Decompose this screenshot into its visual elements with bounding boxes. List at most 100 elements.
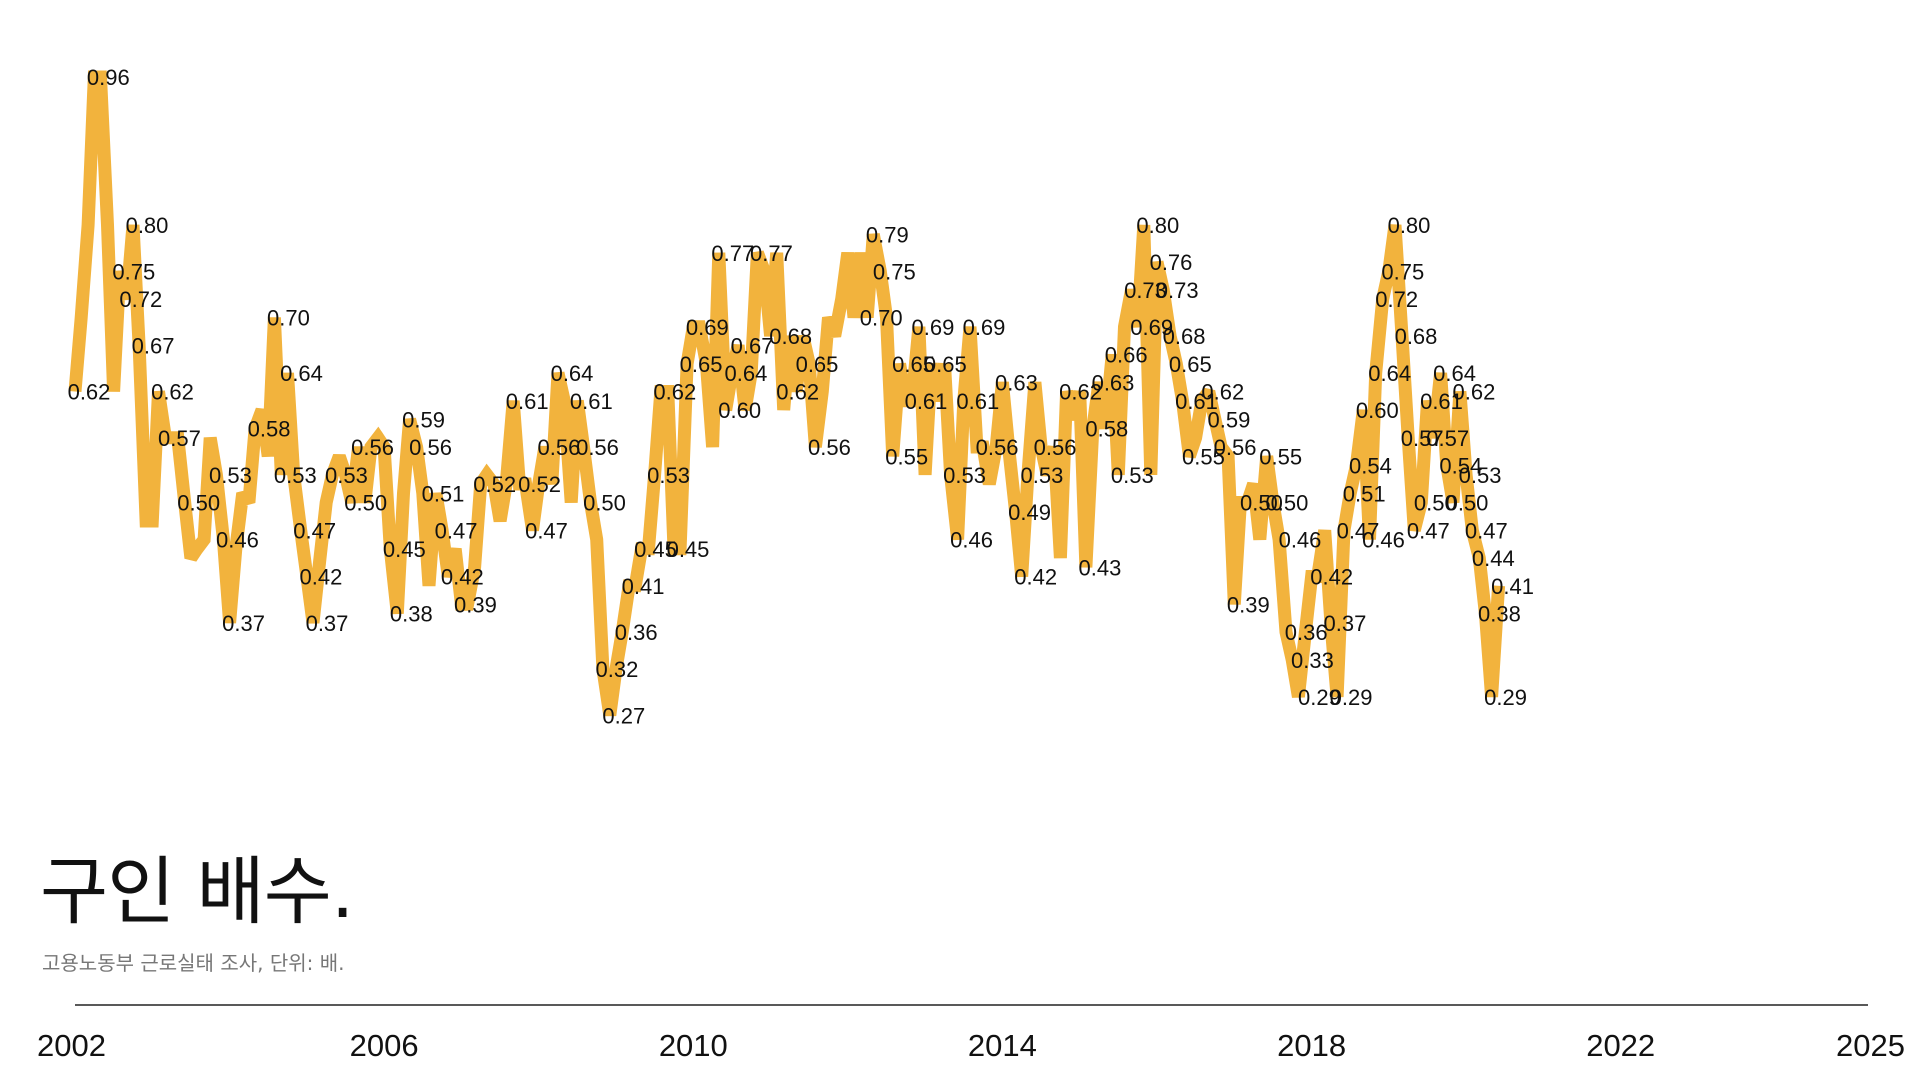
data-label: 0.67 <box>132 333 175 358</box>
data-label: 0.42 <box>1014 565 1057 590</box>
data-label: 0.62 <box>653 380 696 405</box>
data-label: 0.56 <box>351 435 394 460</box>
data-label: 0.58 <box>1085 417 1128 442</box>
data-label: 0.36 <box>1285 620 1328 645</box>
data-label: 0.42 <box>299 565 342 590</box>
data-label: 0.68 <box>1395 324 1438 349</box>
data-label: 0.67 <box>731 333 774 358</box>
x-tick-label: 2010 <box>659 1028 728 1063</box>
data-label: 0.47 <box>435 518 478 543</box>
data-label: 0.62 <box>776 380 819 405</box>
data-label: 0.43 <box>1078 555 1121 580</box>
data-label: 0.38 <box>390 602 433 627</box>
data-label: 0.27 <box>602 703 645 728</box>
data-label: 0.39 <box>454 592 497 617</box>
data-label: 0.47 <box>1337 518 1380 543</box>
data-label: 0.54 <box>1439 454 1482 479</box>
data-label: 0.53 <box>647 463 690 488</box>
data-label: 0.50 <box>1265 491 1308 516</box>
data-label: 0.69 <box>963 315 1006 340</box>
data-label: 0.53 <box>943 463 986 488</box>
data-label: 0.47 <box>293 518 336 543</box>
data-label: 0.39 <box>1227 592 1270 617</box>
data-label: 0.68 <box>769 324 812 349</box>
data-label: 0.50 <box>1446 491 1489 516</box>
data-label: 0.69 <box>686 315 729 340</box>
data-label: 0.64 <box>724 361 767 386</box>
data-label: 0.46 <box>216 528 259 553</box>
data-label: 0.60 <box>718 398 761 423</box>
data-label: 0.63 <box>1092 370 1135 395</box>
data-label: 0.53 <box>1111 463 1154 488</box>
data-label: 0.56 <box>409 435 452 460</box>
data-label: 0.64 <box>551 361 594 386</box>
data-label: 0.64 <box>1433 361 1476 386</box>
data-label: 0.53 <box>209 463 252 488</box>
data-label: 0.51 <box>422 481 465 506</box>
data-label: 0.80 <box>1136 213 1179 238</box>
data-label: 0.55 <box>1182 444 1225 469</box>
data-label: 0.62 <box>1059 380 1102 405</box>
data-label: 0.58 <box>248 417 291 442</box>
data-label: 0.45 <box>383 537 426 562</box>
data-label: 0.80 <box>126 213 169 238</box>
chart-title: 구인 배수. <box>40 849 354 935</box>
data-label: 0.75 <box>1381 259 1424 284</box>
data-label-layer: 0.620.960.750.720.800.670.620.570.500.53… <box>68 65 1534 728</box>
data-label: 0.77 <box>711 241 754 266</box>
data-label: 0.56 <box>1214 435 1257 460</box>
x-tick-label: 2018 <box>1277 1028 1346 1063</box>
data-label: 0.29 <box>1298 685 1341 710</box>
data-label: 0.45 <box>667 537 710 562</box>
data-label: 0.33 <box>1291 648 1334 673</box>
data-label: 0.37 <box>222 611 265 636</box>
data-label: 0.57 <box>1401 426 1444 451</box>
data-label: 0.69 <box>911 315 954 340</box>
data-label: 0.56 <box>1034 435 1077 460</box>
data-label: 0.36 <box>615 620 658 645</box>
data-label: 0.69 <box>1130 315 1173 340</box>
data-label: 0.63 <box>995 370 1038 395</box>
data-label: 0.61 <box>905 389 948 414</box>
data-label: 0.55 <box>1259 444 1302 469</box>
data-label: 0.66 <box>1105 343 1148 368</box>
data-label: 0.50 <box>583 491 626 516</box>
data-label: 0.38 <box>1478 602 1521 627</box>
data-label: 0.70 <box>860 306 903 331</box>
x-tick-label: 2014 <box>968 1028 1037 1063</box>
data-label: 0.46 <box>1279 528 1322 553</box>
data-label: 0.53 <box>1459 463 1502 488</box>
data-label: 0.50 <box>1414 491 1457 516</box>
data-label: 0.56 <box>976 435 1019 460</box>
data-label: 0.65 <box>680 352 723 377</box>
line-layer <box>68 70 1506 717</box>
data-label: 0.37 <box>306 611 349 636</box>
data-label: 0.53 <box>1020 463 1063 488</box>
data-label: 0.72 <box>1375 287 1418 312</box>
data-label: 0.62 <box>68 380 111 405</box>
data-label: 0.56 <box>576 435 619 460</box>
x-tick-label: 2025 <box>1836 1028 1905 1063</box>
data-label: 0.68 <box>1163 324 1206 349</box>
data-label: 0.46 <box>950 528 993 553</box>
data-label: 0.45 <box>634 537 677 562</box>
data-label: 0.32 <box>595 657 638 682</box>
data-label: 0.65 <box>924 352 967 377</box>
data-label: 0.61 <box>570 389 613 414</box>
chart-subtitle: 고용노동부 근로실태 조사, 단위: 배. <box>42 951 345 975</box>
data-label: 0.76 <box>1150 250 1193 275</box>
data-label: 0.64 <box>280 361 323 386</box>
x-tick-label-layer: 2002 2006 2010 2014 2018 2022 2025 <box>37 1028 1905 1063</box>
data-label: 0.53 <box>274 463 317 488</box>
data-label: 0.64 <box>1368 361 1411 386</box>
data-label: 0.62 <box>1452 380 1495 405</box>
data-label: 0.53 <box>325 463 368 488</box>
data-label: 0.65 <box>1169 352 1212 377</box>
data-label: 0.47 <box>1407 518 1450 543</box>
data-label: 0.56 <box>537 435 580 460</box>
data-label: 0.57 <box>158 426 201 451</box>
data-label: 0.70 <box>267 306 310 331</box>
data-label: 0.49 <box>1008 500 1051 525</box>
data-label: 0.73 <box>1124 278 1167 303</box>
data-label: 0.52 <box>473 472 516 497</box>
